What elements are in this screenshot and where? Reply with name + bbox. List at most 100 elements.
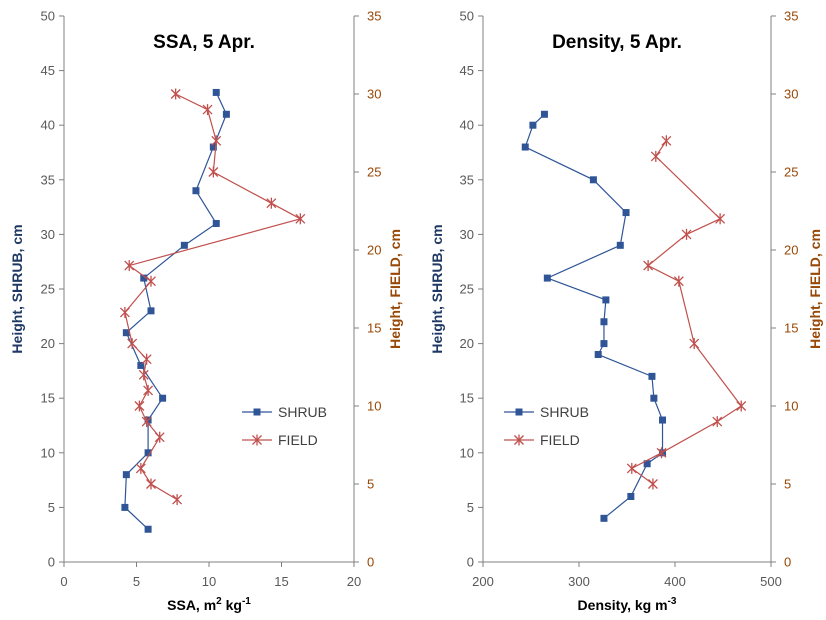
shrub-point [643, 460, 651, 468]
field-point [141, 416, 152, 428]
shrub-point [140, 274, 148, 282]
field-line [124, 93, 302, 501]
left-y-tick-label: 5 [48, 500, 55, 515]
shrub-point [180, 241, 188, 249]
shrub-point [594, 351, 602, 359]
field-point [127, 338, 138, 350]
shrub-point [616, 241, 624, 249]
field-point [650, 150, 661, 162]
x-tick-label: 20 [347, 574, 361, 589]
shrub-point [600, 514, 608, 522]
x-axis-label: Density, kg m-3 [578, 596, 677, 613]
x-tick-label: 300 [568, 574, 590, 589]
left-y-tick-label: 10 [460, 445, 474, 460]
ssa-chart: 0 5 10 15 20 25 30 35 40 45 50 0 5 10 15 20 25 30 35 0 5 10 15… [9, 9, 403, 614]
shrub-point [540, 110, 548, 118]
field-point [202, 104, 213, 116]
field-point [124, 260, 135, 272]
field-line [630, 140, 743, 485]
x-axis-label: SSA, m2 kg-1 [167, 596, 251, 613]
shrub-point [122, 329, 130, 337]
left-y-axis-label: Height, SHRUB, cm [9, 224, 25, 353]
left-y-tick-label: 25 [41, 282, 55, 297]
field-point [715, 213, 726, 225]
shrub-line [124, 92, 228, 530]
legend-label-field: FIELD [278, 432, 318, 448]
shrub-point [159, 394, 167, 402]
right-y-tick-label: 10 [784, 399, 798, 414]
shrub-point [589, 176, 597, 184]
shrub-point [144, 525, 152, 533]
field-point [626, 462, 637, 474]
shrub-point [147, 307, 155, 315]
field-point [736, 400, 747, 412]
x-tick-label: 400 [664, 574, 686, 589]
right-y-tick-label: 20 [367, 243, 381, 258]
right-y-axis-label: Height, FIELD, cm [807, 229, 823, 349]
field-point [119, 306, 130, 318]
field-point [689, 338, 700, 350]
shrub-point [602, 296, 610, 304]
field-point [135, 462, 146, 474]
left-y-tick-label: 15 [41, 391, 55, 406]
left-y-axis-label: Height, SHRUB, cm [429, 224, 445, 353]
shrub-point [543, 274, 551, 282]
x-tick-label: 5 [133, 574, 140, 589]
shrub-point [529, 121, 537, 129]
left-y-tick-label: 50 [460, 9, 474, 24]
legend-label-field: FIELD [540, 432, 580, 448]
x-tick-label: 10 [202, 574, 216, 589]
shrub-point [659, 416, 667, 424]
field-point [647, 478, 658, 490]
shrub-point [192, 187, 200, 195]
x-tick-label: 200 [472, 574, 494, 589]
right-y-axis-label: Height, FIELD, cm [387, 229, 403, 349]
field-point [712, 416, 723, 428]
shrub-point [121, 503, 129, 511]
left-y-tick-label: 5 [467, 500, 474, 515]
shrub-point [622, 209, 630, 217]
shrub-point [137, 361, 145, 369]
x-tick-label: 15 [274, 574, 288, 589]
legend-marker-field [252, 434, 262, 446]
shrub-point [627, 492, 635, 500]
right-y-tick-label: 35 [367, 9, 381, 24]
field-point [673, 275, 684, 287]
field-point [661, 135, 672, 147]
legend-marker-shrub [253, 408, 261, 416]
left-y-tick-label: 20 [460, 336, 474, 351]
x-tick-label: 500 [760, 574, 782, 589]
shrub-point [212, 88, 220, 96]
chart-title: SSA, 5 Apr. [153, 32, 255, 53]
right-y-tick-label: 25 [784, 165, 798, 180]
shrub-point [222, 110, 230, 118]
left-y-tick-label: 30 [41, 227, 55, 242]
left-y-tick-label: 10 [41, 445, 55, 460]
shrub-point [212, 219, 220, 227]
left-y-tick-label: 35 [460, 172, 474, 187]
left-y-tick-label: 30 [460, 227, 474, 242]
left-y-tick-label: 50 [41, 9, 55, 24]
shrub-point [600, 340, 608, 348]
shrub-point [122, 471, 130, 479]
right-y-tick-label: 5 [784, 477, 791, 492]
field-point [681, 228, 692, 240]
right-y-tick-label: 10 [367, 399, 381, 414]
legend-label-shrub: SHRUB [540, 404, 589, 420]
x-tick-label: 0 [60, 574, 67, 589]
shrub-point [648, 372, 656, 380]
field-point [172, 494, 183, 506]
field-point [208, 166, 219, 178]
left-y-tick-label: 35 [41, 172, 55, 187]
left-y-tick-label: 40 [460, 118, 474, 133]
legend-marker-field [514, 434, 524, 446]
shrub-point [144, 449, 152, 457]
right-y-tick-label: 15 [367, 321, 381, 336]
right-y-tick-label: 30 [784, 87, 798, 102]
left-y-tick-label: 45 [41, 63, 55, 78]
right-y-tick-label: 20 [784, 243, 798, 258]
legend-label-shrub: SHRUB [278, 404, 327, 420]
shrub-point [209, 143, 217, 151]
